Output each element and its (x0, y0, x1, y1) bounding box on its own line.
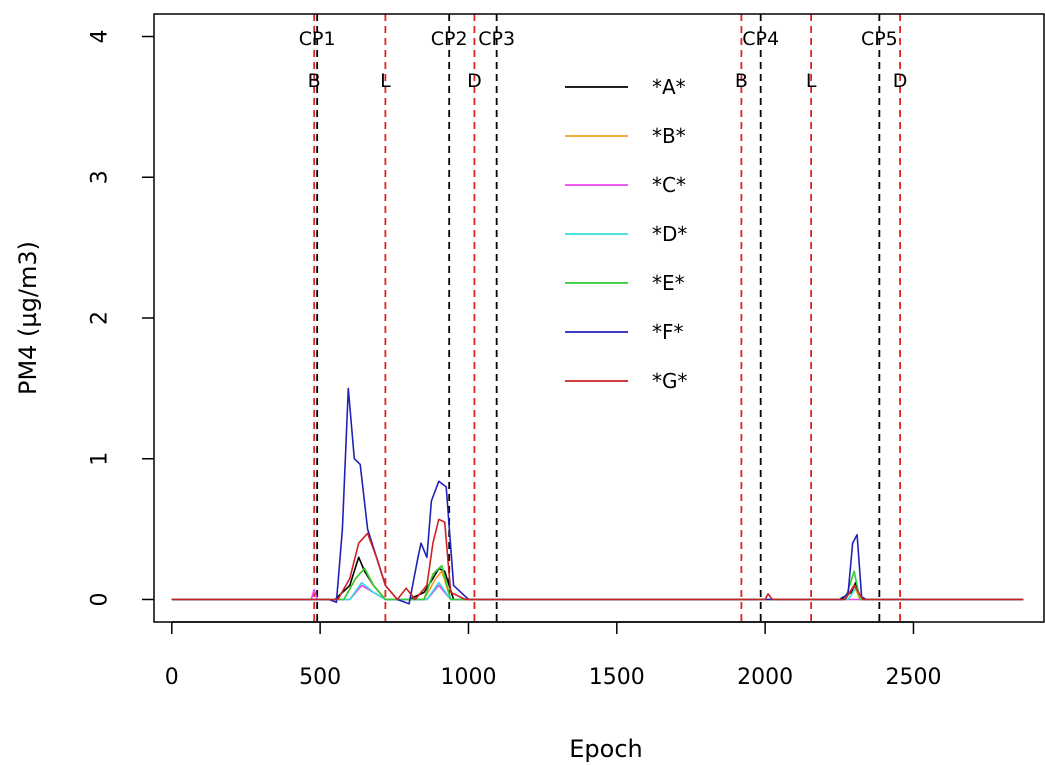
y-axis: 0 1 2 3 4 (88, 30, 154, 606)
y-tick-label: 3 (88, 170, 113, 184)
legend: *A* *B* *C* *D* *E* *F* *G* (565, 75, 688, 393)
vline-label: CP5 (861, 28, 898, 50)
vline-label: D (467, 70, 482, 92)
x-tick-label: 2500 (885, 665, 941, 690)
series-line-c (171, 584, 1024, 601)
plot-frame (153, 13, 1045, 623)
vertical-reference-lines: B CP1 L CP2 D CP3 B CP4 L CP5 D (299, 14, 908, 622)
vline-label: L (806, 70, 817, 92)
vline-label: CP2 (431, 28, 468, 50)
vline-label: B (735, 70, 748, 92)
series-line-g (171, 518, 1024, 601)
legend-label: *B* (652, 124, 686, 148)
vline-label: D (893, 70, 908, 92)
y-tick-label: 4 (88, 30, 113, 44)
vline-label: B (308, 70, 321, 92)
series-line-b (171, 567, 1024, 601)
legend-label: *D* (652, 222, 687, 246)
x-tick-label: 1000 (440, 665, 496, 690)
series-line-e (171, 564, 1024, 601)
vline-label: CP3 (478, 28, 515, 50)
legend-label: *C* (652, 173, 686, 197)
legend-label: *F* (652, 320, 684, 344)
x-axis: 0 500 1000 1500 2000 2500 (165, 621, 941, 690)
series-line-f (171, 387, 1024, 605)
y-axis-title: PM4 (µg/m3) (14, 241, 42, 395)
x-tick-label: 0 (165, 665, 179, 690)
y-tick-label: 0 (88, 592, 113, 606)
legend-label: *G* (652, 369, 688, 393)
legend-label: *A* (652, 75, 686, 99)
x-tick-label: 1500 (589, 665, 645, 690)
vline-label: L (380, 70, 391, 92)
y-tick-label: 1 (88, 452, 113, 466)
x-axis-title: Epoch (569, 735, 643, 763)
series-line-d (171, 581, 1024, 601)
x-tick-label: 500 (299, 665, 341, 690)
vline-label: CP1 (299, 28, 336, 50)
y-tick-label: 2 (88, 311, 113, 325)
legend-label: *E* (652, 271, 685, 295)
vline-label: CP4 (742, 28, 779, 50)
series-line-a (171, 556, 1024, 601)
x-tick-label: 2000 (737, 665, 793, 690)
series-lines (171, 387, 1024, 605)
